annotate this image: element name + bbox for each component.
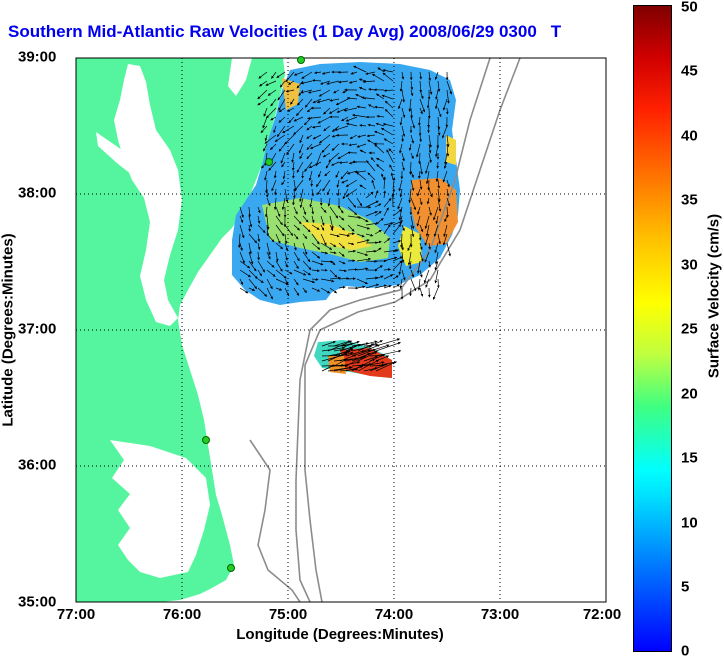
- radar-station[interactable]: [203, 437, 210, 444]
- y-tick-label: 38:00: [18, 185, 56, 202]
- x-tick-label: 72:00: [583, 606, 621, 623]
- velocity-vector: [438, 279, 439, 288]
- colorbar-tick: 5: [681, 579, 689, 596]
- y-tick-label: 39:00: [18, 49, 56, 66]
- colorbar-tick: 35: [681, 192, 698, 209]
- x-tick-label: 73:00: [481, 606, 519, 623]
- velocity-vector: [410, 288, 411, 296]
- velocity-vector: [438, 162, 439, 168]
- colorbar-tick: 50: [681, 0, 698, 16]
- y-tick-label: 36:00: [18, 457, 56, 474]
- colorbar-tick: 30: [681, 257, 698, 274]
- colorbar-tick: 10: [681, 515, 698, 532]
- colorbar: [633, 5, 672, 652]
- velocity-vector: [348, 261, 355, 262]
- velocity-vector: [447, 108, 448, 114]
- velocity-vector: [303, 171, 304, 178]
- colorbar-tick: 25: [681, 321, 698, 338]
- velocity-vector: [411, 279, 416, 291]
- velocity-vector: [419, 279, 420, 290]
- velocity-vector: [420, 288, 423, 296]
- x-axis-title: Longitude (Degrees:Minutes): [236, 626, 444, 643]
- velocity-vector: [294, 189, 295, 198]
- velocity-vector: [376, 343, 401, 352]
- colorbar-tick: 45: [681, 63, 698, 80]
- colorbar-title: Surface Velocity (cm/s): [706, 214, 723, 378]
- velocity-vector: [312, 180, 313, 186]
- x-tick-label: 77:00: [57, 606, 95, 623]
- velocity-vector: [433, 288, 438, 300]
- radar-station[interactable]: [298, 57, 305, 64]
- x-tick-label: 75:00: [269, 606, 307, 623]
- colorbar-tick: 40: [681, 128, 698, 145]
- y-tick-label: 37:00: [18, 321, 56, 338]
- colorbar-tick: 15: [681, 450, 698, 467]
- velocity-vector: [435, 270, 438, 283]
- velocity-vector: [348, 279, 356, 280]
- x-tick-label: 74:00: [375, 606, 413, 623]
- x-tick-label: 76:00: [163, 606, 201, 623]
- velocity-vector: [429, 117, 430, 128]
- y-tick-label: 35:00: [18, 594, 56, 611]
- colorbar-tick: 20: [681, 386, 698, 403]
- radar-station[interactable]: [228, 565, 235, 572]
- colorbar-tick: 0: [681, 643, 689, 660]
- y-axis-title: Latitude (Degrees:Minutes): [0, 233, 17, 426]
- radar-station[interactable]: [266, 159, 273, 166]
- coverage-south-hot: [340, 348, 392, 378]
